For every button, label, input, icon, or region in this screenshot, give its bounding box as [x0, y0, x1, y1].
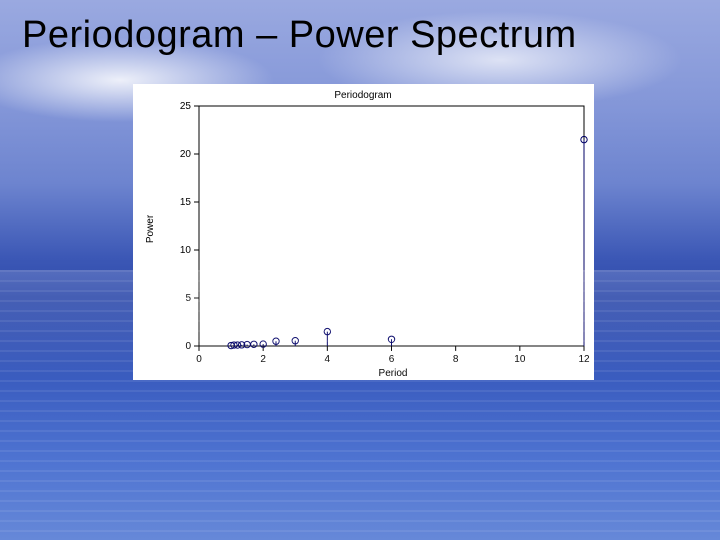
- stem-marker: [251, 341, 257, 347]
- x-tick-label: 2: [260, 354, 266, 365]
- stems: [228, 136, 587, 348]
- y-ticks: 0 5 10 15 20 25: [180, 101, 199, 352]
- y-tick-label: 0: [185, 341, 191, 352]
- chart-title: Periodogram: [334, 90, 391, 101]
- y-tick-label: 20: [180, 149, 192, 160]
- x-axis-label: Period: [379, 368, 408, 379]
- x-tick-label: 12: [578, 354, 590, 365]
- y-tick-label: 15: [180, 197, 192, 208]
- y-tick-label: 10: [180, 245, 192, 256]
- x-tick-label: 10: [514, 354, 526, 365]
- axes: [199, 106, 584, 346]
- x-tick-label: 0: [196, 354, 202, 365]
- x-tick-label: 8: [453, 354, 459, 365]
- y-tick-label: 25: [180, 101, 192, 112]
- y-axis-label: Power: [145, 214, 156, 243]
- y-tick-label: 5: [185, 293, 191, 304]
- x-tick-label: 4: [325, 354, 331, 365]
- periodogram-chart: Periodogram Power Period 0 5 10 15 20 25 0 2 4 6…: [133, 84, 594, 380]
- x-ticks: 0 2 4 6 8 10 12: [196, 346, 590, 365]
- x-tick-label: 6: [389, 354, 395, 365]
- slide-title: Periodogram – Power Spectrum: [22, 14, 698, 57]
- chart-svg: Periodogram Power Period 0 5 10 15 20 25 0 2 4 6…: [133, 84, 594, 380]
- slide: Periodogram – Power Spectrum Periodogram…: [0, 0, 720, 540]
